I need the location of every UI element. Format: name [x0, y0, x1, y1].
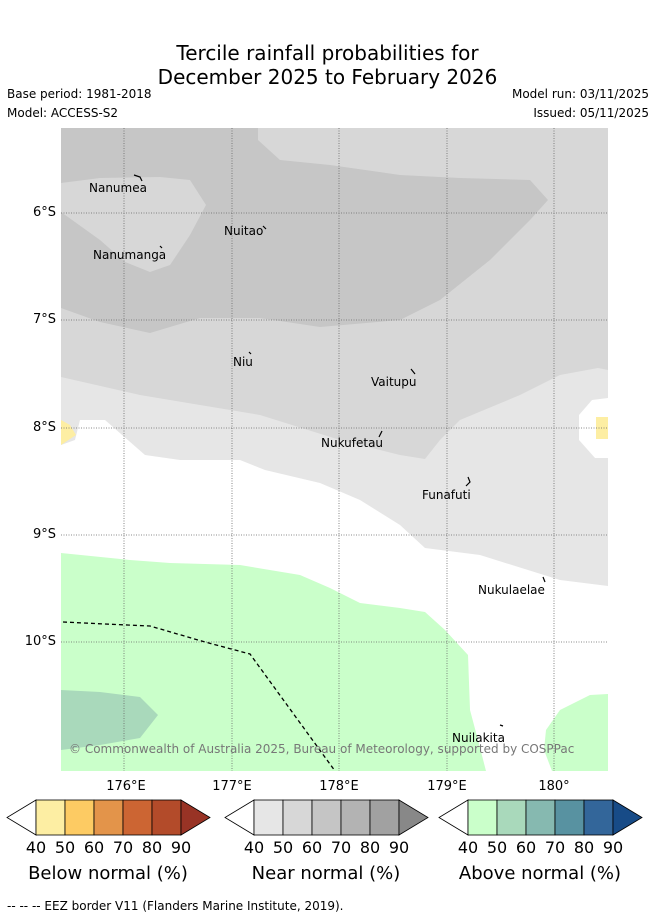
below-normal-patch-west	[61, 420, 76, 445]
colorbar-tick: 90	[388, 838, 410, 857]
colorbar-tick: 60	[83, 838, 105, 857]
colorbar-tick: 90	[170, 838, 192, 857]
place-label-nukufetau: Nukufetau	[321, 436, 384, 450]
colorbar-tick: 70	[112, 838, 134, 857]
colorbar-near-title: Near normal (%)	[251, 863, 401, 884]
place-label-funafuti: Funafuti	[422, 488, 471, 502]
place-label-niu: Niu	[233, 355, 253, 369]
model-name: Model: ACCESS-S2	[7, 106, 119, 120]
lon-label-179e: 179°E	[427, 779, 467, 794]
gridlines	[61, 128, 608, 771]
colorbar-tick: 40	[457, 838, 479, 857]
island-marks	[133, 174, 546, 727]
lat-label-8s: 8°S	[32, 420, 56, 435]
near-normal-patch-north	[61, 177, 206, 272]
copyright-notice: © Commonwealth of Australia 2025, Bureau…	[69, 742, 575, 756]
lat-label-7s: 7°S	[32, 312, 56, 327]
map-title-line1: Tercile rainfall probabilities for	[176, 41, 479, 65]
above-normal-50-60-region	[61, 690, 158, 750]
place-label-nukulaelae: Nukulaelae	[478, 583, 545, 597]
colorbar-tick: 70	[330, 838, 352, 857]
eez-border-footnote: -- -- -- EEZ border V11 (Flanders Marine…	[7, 899, 344, 913]
eez-border-line	[62, 621, 336, 771]
model-run-date: Model run: 03/11/2025	[511, 87, 649, 101]
colorbar-tick: 50	[272, 838, 294, 857]
place-label-vaitupu: Vaitupu	[371, 375, 417, 389]
issued-date: Issued: 05/11/2025	[533, 106, 649, 120]
lat-label-9s: 9°S	[32, 527, 56, 542]
colorbar-tick: 60	[301, 838, 323, 857]
lon-label-180: 180°	[538, 779, 570, 794]
colorbar-tick: 80	[573, 838, 595, 857]
above-normal-40-50-region	[61, 553, 486, 771]
lon-label-176e: 176°E	[106, 779, 146, 794]
colorbar-tick: 50	[54, 838, 76, 857]
colorbar-tick: 50	[486, 838, 508, 857]
colorbar-tick: 80	[141, 838, 163, 857]
lon-label-178e: 178°E	[319, 779, 359, 794]
lon-label-177e: 177°E	[212, 779, 252, 794]
colorbar-below-title: Below normal (%)	[28, 863, 188, 884]
colorbar-tick: 40	[25, 838, 47, 857]
colorbar-above	[438, 799, 643, 836]
lat-label-10s: 10°S	[24, 634, 56, 649]
colorbar-below	[6, 799, 211, 836]
map-title-line2: December 2025 to February 2026	[157, 65, 498, 89]
colorbar-tick: 70	[544, 838, 566, 857]
place-label-nuilakita: Nuilakita	[452, 731, 505, 745]
lat-label-6s: 6°S	[32, 205, 56, 220]
near-normal-60-70-region	[61, 128, 548, 333]
place-label-nanumea: Nanumea	[89, 181, 147, 195]
colorbar-tick: 40	[243, 838, 265, 857]
above-normal-40-50-patch-southeast	[544, 694, 608, 771]
colorbar-tick: 90	[602, 838, 624, 857]
colorbar-tick: 80	[359, 838, 381, 857]
place-label-nanumanga: Nanumanga	[93, 248, 167, 262]
base-period: Base period: 1981-2018	[7, 87, 152, 101]
place-label-nuitao: Nuitao	[224, 224, 264, 238]
colorbar-near	[224, 799, 429, 836]
colorbar-tick: 60	[515, 838, 537, 857]
colorbar-above-title: Above normal (%)	[458, 863, 622, 884]
